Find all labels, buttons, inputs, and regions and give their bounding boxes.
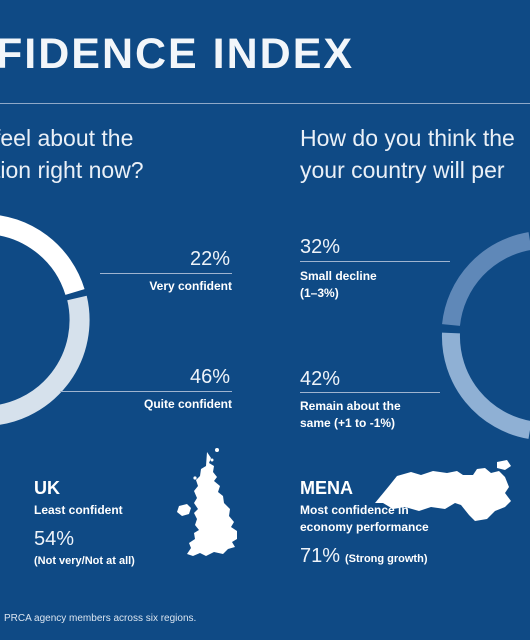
right-item-1-rule bbox=[300, 261, 450, 262]
mena-region-percent: 71% bbox=[300, 545, 341, 567]
left-donut-segment-very-confident bbox=[0, 215, 85, 296]
uk-region-subtitle: Least confident bbox=[34, 503, 123, 517]
left-question: feel about the tion right now? bbox=[0, 125, 144, 183]
uk-region-title: UK bbox=[34, 478, 60, 498]
left-donut-chart bbox=[0, 215, 90, 425]
right-item-2-rule bbox=[300, 392, 440, 393]
right-question: How do you think the your country will p… bbox=[300, 125, 515, 183]
right-donut-segment-small-decline bbox=[442, 232, 530, 327]
footer-note: PRCA agency members across six regions. bbox=[4, 613, 197, 624]
mena-region-note: (Strong growth) bbox=[345, 553, 428, 565]
left-item-1-label: Very confident bbox=[149, 279, 232, 293]
page-title: FIDENCE INDEX bbox=[0, 30, 355, 78]
mena-region-title: MENA bbox=[300, 478, 353, 498]
left-item-2-percent: 46% bbox=[189, 366, 230, 388]
right-donut-chart bbox=[441, 232, 530, 439]
mena-region-subtitle: Most confidence in economy performance bbox=[300, 503, 429, 534]
uk-map-icon bbox=[177, 448, 237, 556]
uk-region-percent: 54% bbox=[34, 528, 75, 550]
left-item-2-label: Quite confident bbox=[144, 397, 232, 411]
left-donut-segment-quite-confident bbox=[0, 295, 90, 425]
right-donut-segment-remain-same bbox=[441, 332, 530, 439]
right-item-1-percent: 32% bbox=[300, 236, 341, 258]
title-divider bbox=[0, 103, 530, 104]
right-item-2-label: Remain about the same (+1 to -1%) bbox=[300, 399, 401, 430]
right-item-1-label: Small decline (1–3%) bbox=[300, 269, 377, 300]
left-item-1-percent: 22% bbox=[189, 248, 230, 270]
left-item-2-rule bbox=[60, 391, 232, 392]
right-item-2-percent: 42% bbox=[300, 368, 341, 390]
left-item-1-rule bbox=[100, 273, 232, 274]
uk-region-note: (Not very/Not at all) bbox=[34, 555, 135, 567]
mena-map-icon bbox=[375, 460, 511, 521]
